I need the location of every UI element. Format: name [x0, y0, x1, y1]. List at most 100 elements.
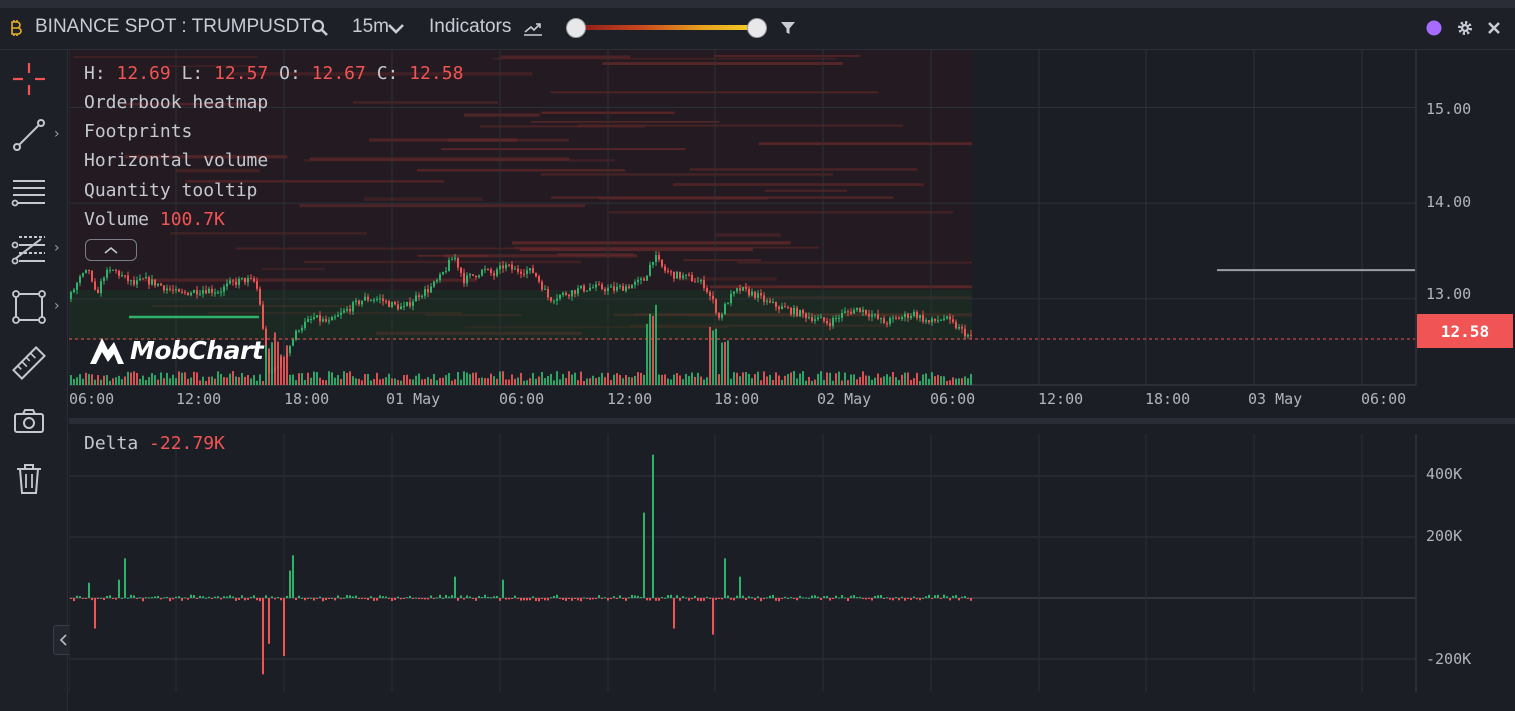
delta-bar [85, 598, 87, 599]
volume-bar [919, 380, 921, 385]
price-chart[interactable] [69, 50, 1515, 418]
candle-body [166, 288, 168, 291]
timeframe-selector[interactable]: 15m [352, 16, 389, 37]
delta-bar [349, 595, 351, 598]
delta-bar [169, 598, 171, 602]
heatmap-intensity-track[interactable] [576, 25, 758, 30]
drawing-tools-sidebar: › › › [0, 50, 68, 711]
candle-body [754, 291, 756, 298]
price-chart-pane[interactable] [69, 50, 1515, 418]
delete-drawings-tool[interactable] [8, 458, 50, 500]
delta-bar [196, 598, 198, 599]
ruler-tool[interactable] [8, 342, 50, 384]
legend-footprints[interactable]: Footprints [84, 121, 193, 142]
slider-max-handle[interactable] [747, 18, 767, 38]
candle-body [241, 277, 243, 279]
candle-body [637, 279, 639, 282]
gear-icon[interactable] [1456, 19, 1474, 37]
legend-orderbook-heatmap[interactable]: Orderbook heatmap [84, 92, 269, 113]
candle-body [919, 315, 921, 319]
chevron-down-icon[interactable] [386, 21, 406, 37]
volume-bar [424, 378, 426, 385]
fib-tool[interactable] [8, 228, 50, 270]
legend-quantity-tooltip[interactable]: Quantity tooltip [84, 180, 258, 201]
trendline-tool[interactable] [8, 114, 50, 156]
pane-divider[interactable] [69, 418, 1515, 424]
volume-bar [82, 378, 84, 385]
delta-bar [709, 598, 711, 599]
indicators-button[interactable]: Indicators [429, 16, 512, 37]
slider-min-handle[interactable] [566, 18, 586, 38]
crosshair-tool[interactable] [8, 58, 50, 100]
delta-bar [277, 596, 279, 598]
heatmap-level [309, 157, 570, 161]
volume-bar [619, 375, 621, 385]
delta-bar [898, 598, 900, 601]
candle-body [565, 292, 567, 295]
candle-body [826, 321, 828, 324]
volume-bar [505, 379, 507, 385]
chevron-right-icon[interactable]: › [54, 240, 60, 256]
delta-bar [922, 597, 924, 599]
volume-bar [412, 379, 414, 385]
trend-icon[interactable] [522, 18, 544, 38]
legend-volume[interactable]: Volume 100.7K [84, 209, 225, 230]
volume-bar [421, 379, 423, 385]
delta-bar [757, 596, 759, 598]
candle-body [106, 270, 108, 278]
volume-bar [895, 377, 897, 385]
volume-bar [913, 378, 915, 385]
delta-chart[interactable] [69, 424, 1515, 711]
candle-body [607, 287, 609, 292]
delta-bar [427, 598, 429, 600]
chevron-right-icon[interactable]: › [54, 298, 60, 314]
delta-bar [934, 595, 936, 598]
horizontal-lines-tool[interactable] [8, 170, 50, 212]
delta-bar [802, 597, 804, 599]
volume-bar [532, 372, 534, 385]
candle-body [535, 272, 537, 277]
volume-bar [784, 375, 786, 385]
candle-body [298, 330, 300, 332]
candle-body [184, 291, 186, 293]
candle-body [358, 300, 360, 305]
delta-bar [658, 598, 660, 601]
heatmap-level [375, 331, 582, 336]
candle-body [835, 318, 837, 320]
candle-body [646, 275, 648, 281]
volume-bar [577, 380, 579, 385]
filter-icon[interactable] [778, 19, 798, 37]
delta-bar [265, 595, 267, 598]
delta-bar [91, 598, 93, 601]
candle-body [295, 330, 297, 340]
candle-body [880, 318, 882, 320]
rectangle-tool[interactable] [8, 286, 50, 328]
symbol-label[interactable]: BINANCE SPOT : TRUMPUSDT [35, 16, 311, 37]
candle-body [958, 326, 960, 329]
delta-bar [373, 598, 375, 601]
search-icon[interactable] [310, 18, 330, 38]
volume-bar [811, 380, 813, 385]
chevron-right-icon[interactable]: › [54, 126, 60, 142]
screenshot-tool[interactable] [8, 400, 50, 442]
candle-body [73, 289, 75, 293]
collapse-legend-button[interactable] [85, 239, 137, 261]
delta-bar [811, 595, 813, 598]
volume-bar [751, 378, 753, 385]
candle-body [730, 293, 732, 304]
delta-bar [121, 597, 123, 599]
delta-bar [721, 598, 723, 600]
heatmap-level [608, 211, 953, 214]
volume-bar [583, 380, 585, 385]
heatmap-level [364, 197, 482, 201]
candle-body [706, 288, 708, 293]
delta-bar [154, 596, 156, 598]
volume-bar [550, 373, 552, 385]
close-value: 12.58 [409, 63, 464, 84]
delta-pane[interactable] [69, 424, 1515, 711]
delta-bar [334, 598, 336, 601]
volume-bar [70, 375, 72, 385]
close-icon[interactable] [1486, 20, 1502, 36]
legend-horizontal-volume[interactable]: Horizontal volume [84, 150, 269, 171]
delta-bar [352, 596, 354, 598]
